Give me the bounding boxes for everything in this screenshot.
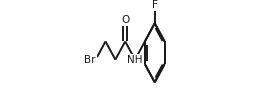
Text: O: O	[121, 15, 129, 25]
Text: F: F	[152, 0, 158, 10]
Text: NH: NH	[127, 55, 143, 65]
Text: Br: Br	[84, 55, 96, 65]
